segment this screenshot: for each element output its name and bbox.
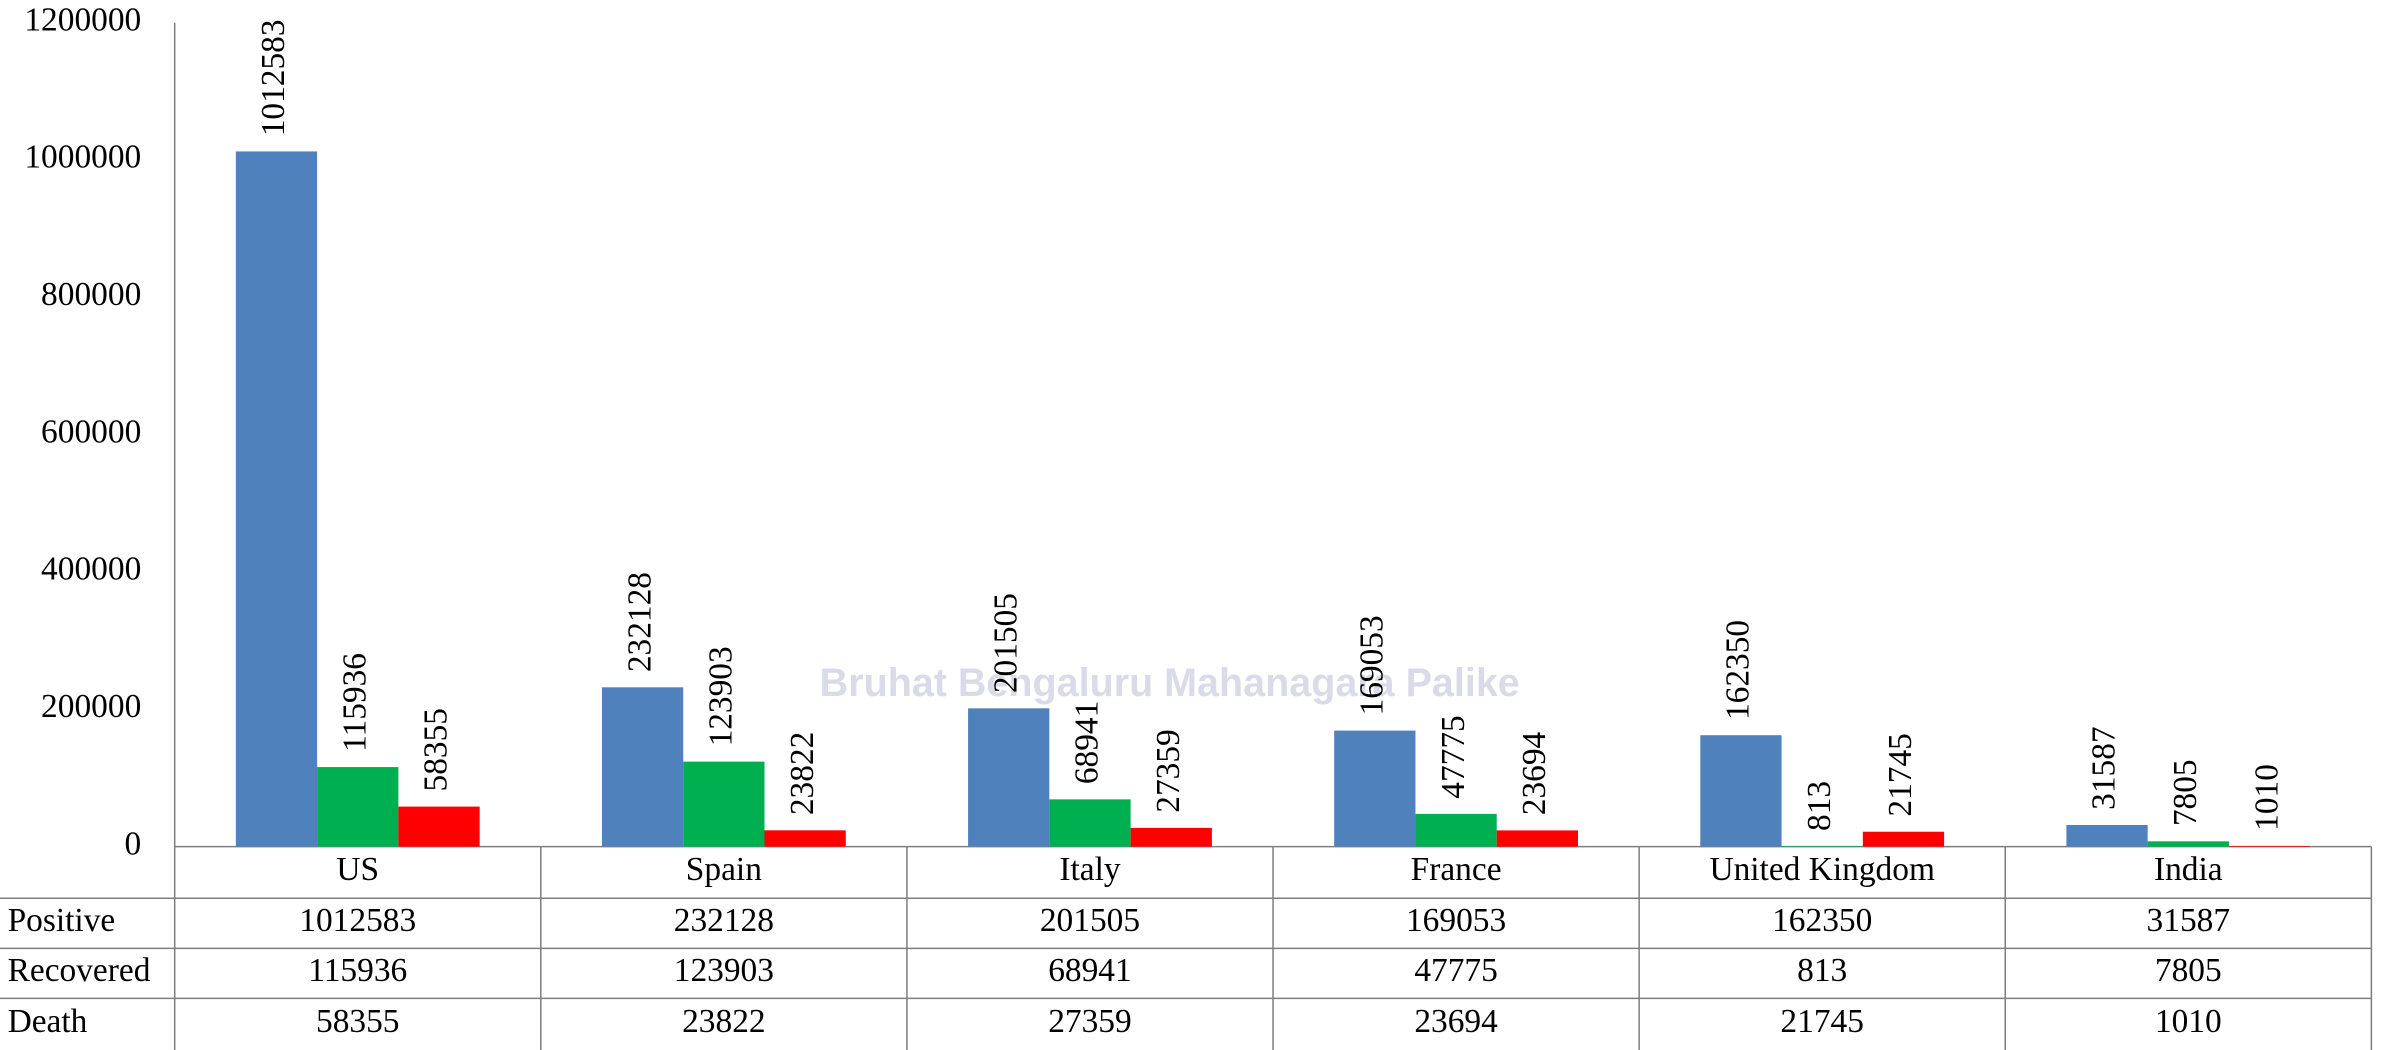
data-label: 27359 bbox=[1150, 729, 1187, 812]
bar bbox=[1496, 830, 1578, 847]
data-label: 21745 bbox=[1882, 733, 1919, 816]
bar bbox=[1130, 827, 1212, 847]
data-label: 115936 bbox=[336, 653, 373, 752]
table-cell: 813 bbox=[1797, 952, 1847, 989]
bar bbox=[235, 151, 318, 847]
x-tick-label: India bbox=[2154, 851, 2223, 888]
table-cell: 23822 bbox=[682, 1003, 766, 1040]
table-cell: 47775 bbox=[1414, 952, 1498, 989]
table-cell: 201505 bbox=[1040, 902, 1140, 939]
table-cell: 23694 bbox=[1414, 1003, 1498, 1040]
bar bbox=[1049, 799, 1131, 847]
table-cell: 1012583 bbox=[299, 902, 416, 939]
y-tick-label: 400000 bbox=[41, 551, 141, 588]
bar bbox=[1415, 813, 1497, 847]
data-label: 232128 bbox=[621, 572, 658, 672]
data-label: 813 bbox=[1801, 781, 1838, 831]
bar bbox=[1700, 735, 1782, 847]
y-tick-label: 800000 bbox=[41, 276, 141, 313]
y-tick-label: 1000000 bbox=[24, 139, 141, 176]
bar bbox=[764, 830, 846, 847]
table-cell: 169053 bbox=[1406, 902, 1506, 939]
table-cell: 162350 bbox=[1772, 902, 1872, 939]
x-tick-label: Italy bbox=[1059, 851, 1121, 888]
table-cell: 1010 bbox=[2155, 1003, 2222, 1040]
bar bbox=[601, 687, 684, 847]
legend-label: Positive bbox=[8, 902, 116, 939]
bar bbox=[2147, 841, 2229, 847]
x-tick-label: France bbox=[1411, 851, 1502, 888]
data-label: 23694 bbox=[1516, 732, 1553, 816]
data-label: 68941 bbox=[1069, 701, 1106, 784]
data-label: 201505 bbox=[987, 593, 1024, 693]
data-label: 123903 bbox=[703, 646, 740, 746]
data-label: 23822 bbox=[784, 732, 821, 815]
bar bbox=[1781, 846, 1863, 847]
legend-label: Death bbox=[8, 1003, 88, 1040]
bar bbox=[1334, 730, 1416, 847]
bar bbox=[683, 761, 765, 847]
table-cell: 21745 bbox=[1780, 1003, 1864, 1040]
data-label: 1010 bbox=[2248, 764, 2285, 831]
table-cell: 68941 bbox=[1048, 952, 1132, 989]
data-label: 47775 bbox=[1435, 715, 1472, 798]
legend-label: Recovered bbox=[8, 952, 151, 989]
table-cell: 31587 bbox=[2147, 902, 2231, 939]
table-cell: 232128 bbox=[674, 902, 774, 939]
x-tick-label: US bbox=[336, 851, 379, 888]
watermark: Bruhat Bengaluru Mahanagara Palike bbox=[820, 661, 1520, 705]
data-label: 7805 bbox=[2167, 759, 2204, 826]
table-cell: 115936 bbox=[308, 952, 407, 989]
data-label: 31587 bbox=[2086, 726, 2123, 809]
bar bbox=[2228, 845, 2311, 847]
bar bbox=[968, 708, 1050, 847]
data-label: 1012583 bbox=[255, 19, 292, 136]
bar bbox=[398, 806, 480, 847]
x-tick-label: Spain bbox=[686, 851, 762, 888]
bar bbox=[317, 767, 399, 847]
y-tick-label: 600000 bbox=[41, 413, 141, 450]
y-tick-label: 0 bbox=[125, 825, 142, 862]
y-tick-label: 200000 bbox=[41, 688, 141, 725]
table-cell: 7805 bbox=[2155, 952, 2222, 989]
bar bbox=[1862, 831, 1945, 847]
data-label: 169053 bbox=[1353, 615, 1390, 715]
table-cell: 123903 bbox=[674, 952, 774, 989]
data-label: 58355 bbox=[418, 708, 455, 791]
x-tick-label: United Kingdom bbox=[1709, 851, 1935, 888]
y-tick-label: 1200000 bbox=[24, 1, 141, 38]
data-label: 162350 bbox=[1720, 620, 1757, 720]
bar bbox=[2066, 824, 2148, 847]
table-cell: 58355 bbox=[316, 1003, 400, 1040]
table-cell: 27359 bbox=[1048, 1003, 1132, 1040]
